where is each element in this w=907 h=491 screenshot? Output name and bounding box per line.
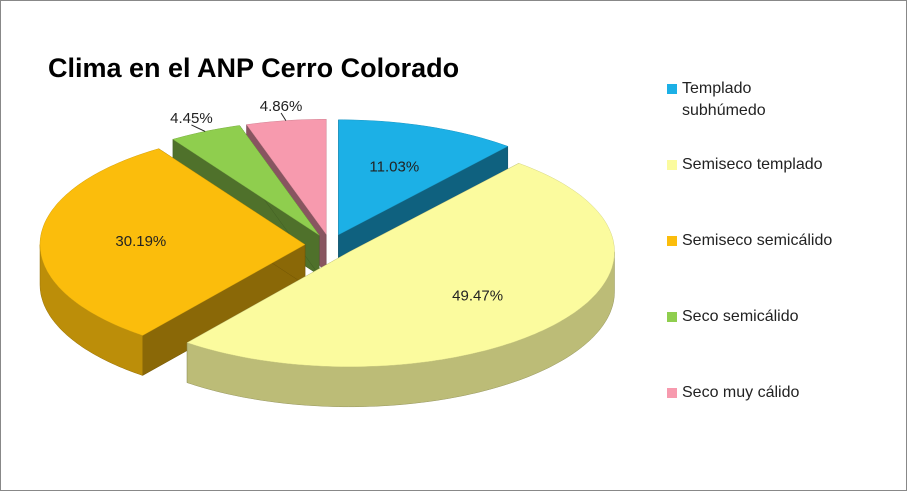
data-label: 11.03%	[369, 159, 419, 176]
legend-item: Semiseco templado	[667, 154, 882, 176]
slice	[186, 163, 615, 368]
legend-label: Semiseco templado	[682, 156, 823, 173]
leader-line	[191, 124, 206, 132]
legend-item: Seco semicálido	[667, 306, 882, 328]
legend-swatch	[667, 160, 677, 170]
legend-label: Templado subhúmedo	[682, 80, 766, 119]
legend-item: Seco muy cálido	[667, 382, 882, 404]
legend-swatch	[667, 236, 677, 246]
slice	[338, 119, 509, 236]
legend-label: Semiseco semicálido	[682, 232, 833, 249]
legend-item: Semiseco semicálido	[667, 230, 882, 252]
data-label: 4.86%	[260, 98, 303, 115]
legend-item: Templado subhúmedo	[667, 78, 782, 122]
chart-title: Clima en el ANP Cerro Colorado	[48, 53, 459, 83]
leader-line	[280, 112, 287, 121]
legend-label: Seco semicálido	[682, 308, 799, 325]
data-label: 30.19%	[115, 233, 166, 250]
data-label: 49.47%	[452, 287, 503, 304]
data-label: 4.45%	[170, 110, 213, 127]
slice	[39, 148, 306, 336]
legend-swatch	[667, 312, 677, 322]
legend-label: Seco muy cálido	[682, 384, 800, 401]
legend-swatch	[667, 388, 677, 398]
legend-swatch	[667, 84, 677, 94]
